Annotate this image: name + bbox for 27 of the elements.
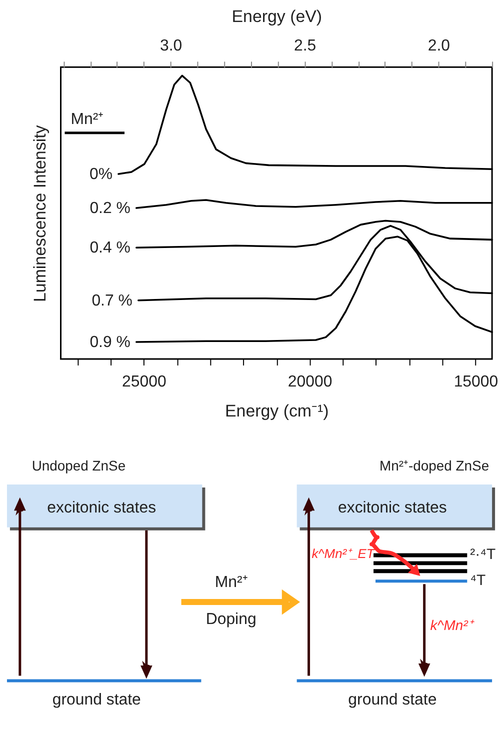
text: excitonic states xyxy=(47,499,156,516)
x-tick-label: 25000 xyxy=(122,373,166,390)
series-label: 0.4 % xyxy=(90,240,130,257)
x-axis-title: Energy (cm⁻¹) xyxy=(225,401,329,420)
series-label: 0.2 % xyxy=(90,200,130,217)
text: ground state xyxy=(348,692,437,709)
text: ground state xyxy=(52,692,142,709)
text: excitonic states xyxy=(338,499,447,516)
text: k^Mn²⁺_ET xyxy=(312,546,376,562)
text: ⁴T xyxy=(470,572,486,590)
legend-title: Mn²⁺ xyxy=(70,110,104,128)
text: k^Mn²⁺ xyxy=(430,616,475,633)
x-tick-label: 20000 xyxy=(288,373,332,390)
y-axis-title: Luminescence Intensity xyxy=(30,124,50,302)
text: Undoped ZnSe xyxy=(32,458,126,474)
series-label: 0% xyxy=(89,166,113,183)
x2-tick-label: 2.0 xyxy=(428,38,450,55)
x2-tick-label: 3.0 xyxy=(160,38,182,55)
x2-axis-title: Energy (eV) xyxy=(232,6,322,26)
x2-tick-label: 2.5 xyxy=(294,38,316,55)
series-label: 0.7 % xyxy=(92,292,132,310)
text: ²·⁴T xyxy=(470,546,496,564)
text: Mn²⁺-doped ZnSe xyxy=(379,458,490,474)
text: Doping xyxy=(206,610,256,628)
x-tick-label: 15000 xyxy=(454,373,498,390)
text: Mn²⁺ xyxy=(214,574,248,592)
series-label: 0.9 % xyxy=(90,334,130,351)
